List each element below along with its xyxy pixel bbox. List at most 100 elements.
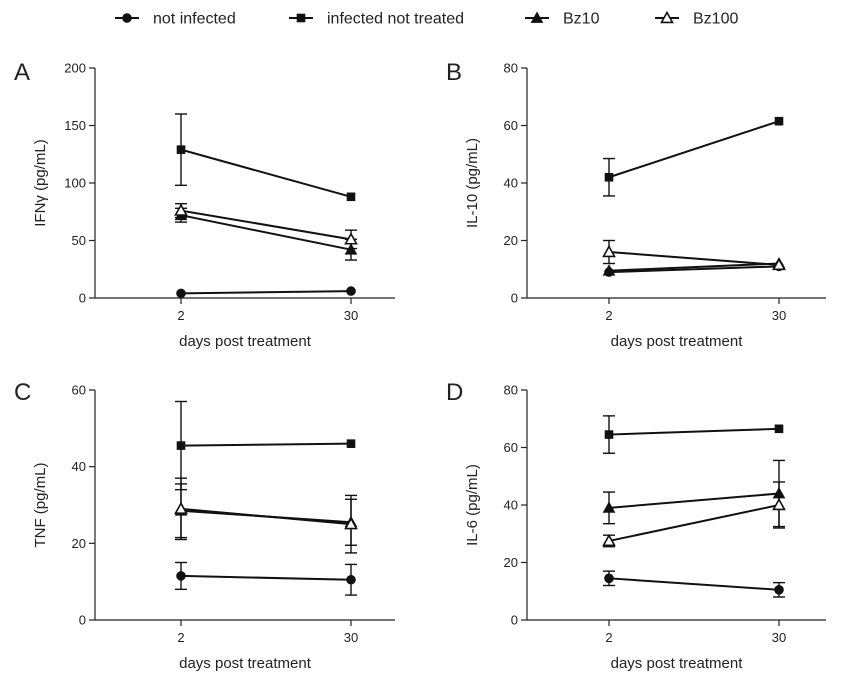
y-tick-label: 40 <box>72 459 86 474</box>
panel-b: B 0 20 40 60 80 2 30 days post treatment IL-10 (p… <box>446 59 826 350</box>
panel-d: D 0 20 40 60 80 2 30 days post treatment IL-6 (pg… <box>446 379 826 672</box>
series-line <box>180 209 352 241</box>
y-tick-label: 20 <box>504 233 518 248</box>
series-triangle <box>602 459 786 528</box>
y-tick-label: 80 <box>504 383 518 398</box>
data-point-square <box>774 116 784 126</box>
y-tick-label: 100 <box>64 176 86 191</box>
x-tick-label: 2 <box>605 630 612 645</box>
data-point-triangle-open <box>602 244 616 258</box>
y-axis-title: IL-6 (pg/mL) <box>464 464 481 546</box>
x-axis-title: days post treatment <box>179 333 312 350</box>
series-square <box>603 415 784 454</box>
y-tick-label: 0 <box>79 291 86 306</box>
data-point-circle <box>176 571 186 581</box>
series-circle <box>175 561 357 596</box>
x-axis-title: days post treatment <box>611 655 744 672</box>
data-point-square <box>774 424 784 434</box>
data-point-triangle-open <box>174 501 188 515</box>
series-triangle <box>174 483 358 546</box>
y-axis-title: IL-10 (pg/mL) <box>464 138 481 228</box>
panel-letter: A <box>14 59 30 86</box>
y-tick-label: 0 <box>79 613 86 628</box>
data-point-circle <box>774 585 784 595</box>
series-line <box>608 504 780 542</box>
legend-item-3: Bz10 <box>525 11 600 28</box>
y-tick-label: 50 <box>72 233 86 248</box>
data-point-circle <box>604 573 614 584</box>
series-line <box>608 262 780 272</box>
legend-label: infected not treated <box>327 11 464 28</box>
y-tick-label: 0 <box>511 613 518 628</box>
y-tick-label: 40 <box>504 498 518 513</box>
series-line <box>180 442 352 447</box>
legend-item-4: Bz100 <box>655 11 738 28</box>
data-point-square <box>604 430 614 439</box>
series-line <box>180 290 352 295</box>
series-line <box>608 251 780 266</box>
series-line <box>608 120 780 179</box>
x-tick-label: 2 <box>605 308 612 323</box>
series-square <box>175 400 356 491</box>
data-point-square <box>604 172 614 182</box>
y-tick-label: 40 <box>504 176 518 191</box>
legend-label: Bz100 <box>693 11 738 28</box>
data-point-triangle-open <box>602 533 616 547</box>
y-tick-label: 60 <box>504 118 518 133</box>
panel-letter: C <box>14 379 31 406</box>
legend-marker-square-icon <box>296 13 306 23</box>
data-point-square <box>346 192 356 202</box>
x-tick-label: 30 <box>344 630 358 645</box>
panel-a: A 0 50 100 150 200 2 30 days post treatment IFNγ … <box>14 59 395 350</box>
legend: not infected infected not treated Bz10 Bz10… <box>115 11 738 28</box>
x-tick-label: 30 <box>344 308 358 323</box>
data-point-triangle-open <box>344 232 358 245</box>
series-triangle-open <box>174 202 358 250</box>
data-point-square <box>176 145 186 154</box>
series-line <box>180 214 352 251</box>
y-tick-label: 150 <box>64 118 86 133</box>
y-tick-label: 80 <box>504 61 518 76</box>
data-point-circle <box>176 288 186 299</box>
series-triangle-open <box>174 477 358 554</box>
x-tick-label: 2 <box>177 308 184 323</box>
series-line <box>180 574 352 581</box>
panel-c: C 0 20 40 60 2 30 days post treatment TNF (pg/mL… <box>14 379 395 672</box>
y-tick-label: 20 <box>504 555 518 570</box>
panel-letter: B <box>446 59 462 86</box>
legend-label: not infected <box>153 11 236 28</box>
series-square <box>603 116 784 197</box>
y-tick-label: 200 <box>64 61 86 76</box>
data-point-triangle <box>602 501 616 513</box>
series-line <box>180 507 352 526</box>
data-point-triangle-open <box>772 497 786 511</box>
data-point-triangle-open <box>174 203 188 216</box>
y-tick-label: 20 <box>72 536 86 551</box>
series-triangle-open <box>602 481 786 548</box>
series-line <box>608 577 780 591</box>
x-tick-label: 2 <box>177 630 184 645</box>
data-point-square <box>346 439 356 448</box>
data-point-circle <box>346 286 356 296</box>
series-circle <box>603 570 785 598</box>
series-line <box>608 492 780 509</box>
data-point-triangle-open <box>772 257 786 271</box>
series-circle <box>176 286 356 299</box>
x-axis-title: days post treatment <box>611 333 744 350</box>
legend-item-1: not infected <box>115 11 236 28</box>
series-triangle <box>174 207 358 261</box>
data-point-square <box>176 441 186 450</box>
legend-label: Bz10 <box>563 11 600 28</box>
data-point-triangle-open <box>344 517 358 530</box>
x-tick-label: 30 <box>772 308 786 323</box>
series-line <box>180 148 352 198</box>
series-line <box>608 265 780 274</box>
series-triangle-open <box>602 239 786 271</box>
x-axis-title: days post treatment <box>179 655 312 672</box>
y-axis-title: TNF (pg/mL) <box>32 462 49 547</box>
data-point-triangle <box>602 264 616 276</box>
series-line <box>608 427 780 436</box>
panel-letter: D <box>446 379 463 406</box>
legend-item-2: infected not treated <box>289 11 464 28</box>
